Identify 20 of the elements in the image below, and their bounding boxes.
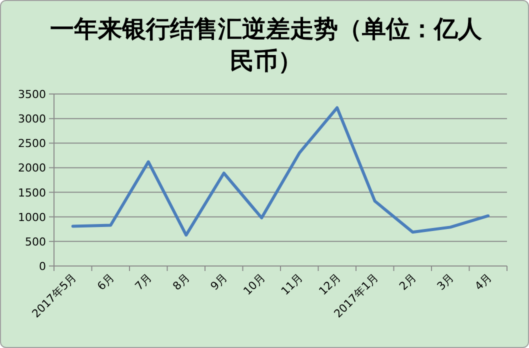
y-tick-label: 1000 <box>18 210 46 224</box>
chart-title: 一年来银行结售汇逆差走势（单位：亿人民币） <box>49 13 483 77</box>
y-tick-label: 2500 <box>18 137 46 150</box>
x-tick-label: 6月 <box>94 270 117 293</box>
y-tick-label: 3500 <box>18 88 46 101</box>
x-tick-label: 11月 <box>278 270 306 298</box>
y-tick-label: 500 <box>25 235 46 248</box>
y-tick-label: 1500 <box>18 186 46 200</box>
x-tick-label: 8月 <box>170 270 192 293</box>
x-tick-label: 3月 <box>434 270 456 293</box>
x-tick-label: 9月 <box>208 270 230 293</box>
x-tick-label: 12月 <box>316 270 344 298</box>
line-series <box>71 106 490 237</box>
y-tick-label: 3000 <box>18 112 46 126</box>
y-tick-label: 0 <box>39 260 46 273</box>
x-tick-label: 10月 <box>240 270 268 298</box>
y-tick-label: 2000 <box>18 162 46 175</box>
x-tick-label: 2月 <box>396 270 419 293</box>
x-tick-label: 4月 <box>472 270 494 293</box>
x-tick-label: 7月 <box>132 270 154 293</box>
